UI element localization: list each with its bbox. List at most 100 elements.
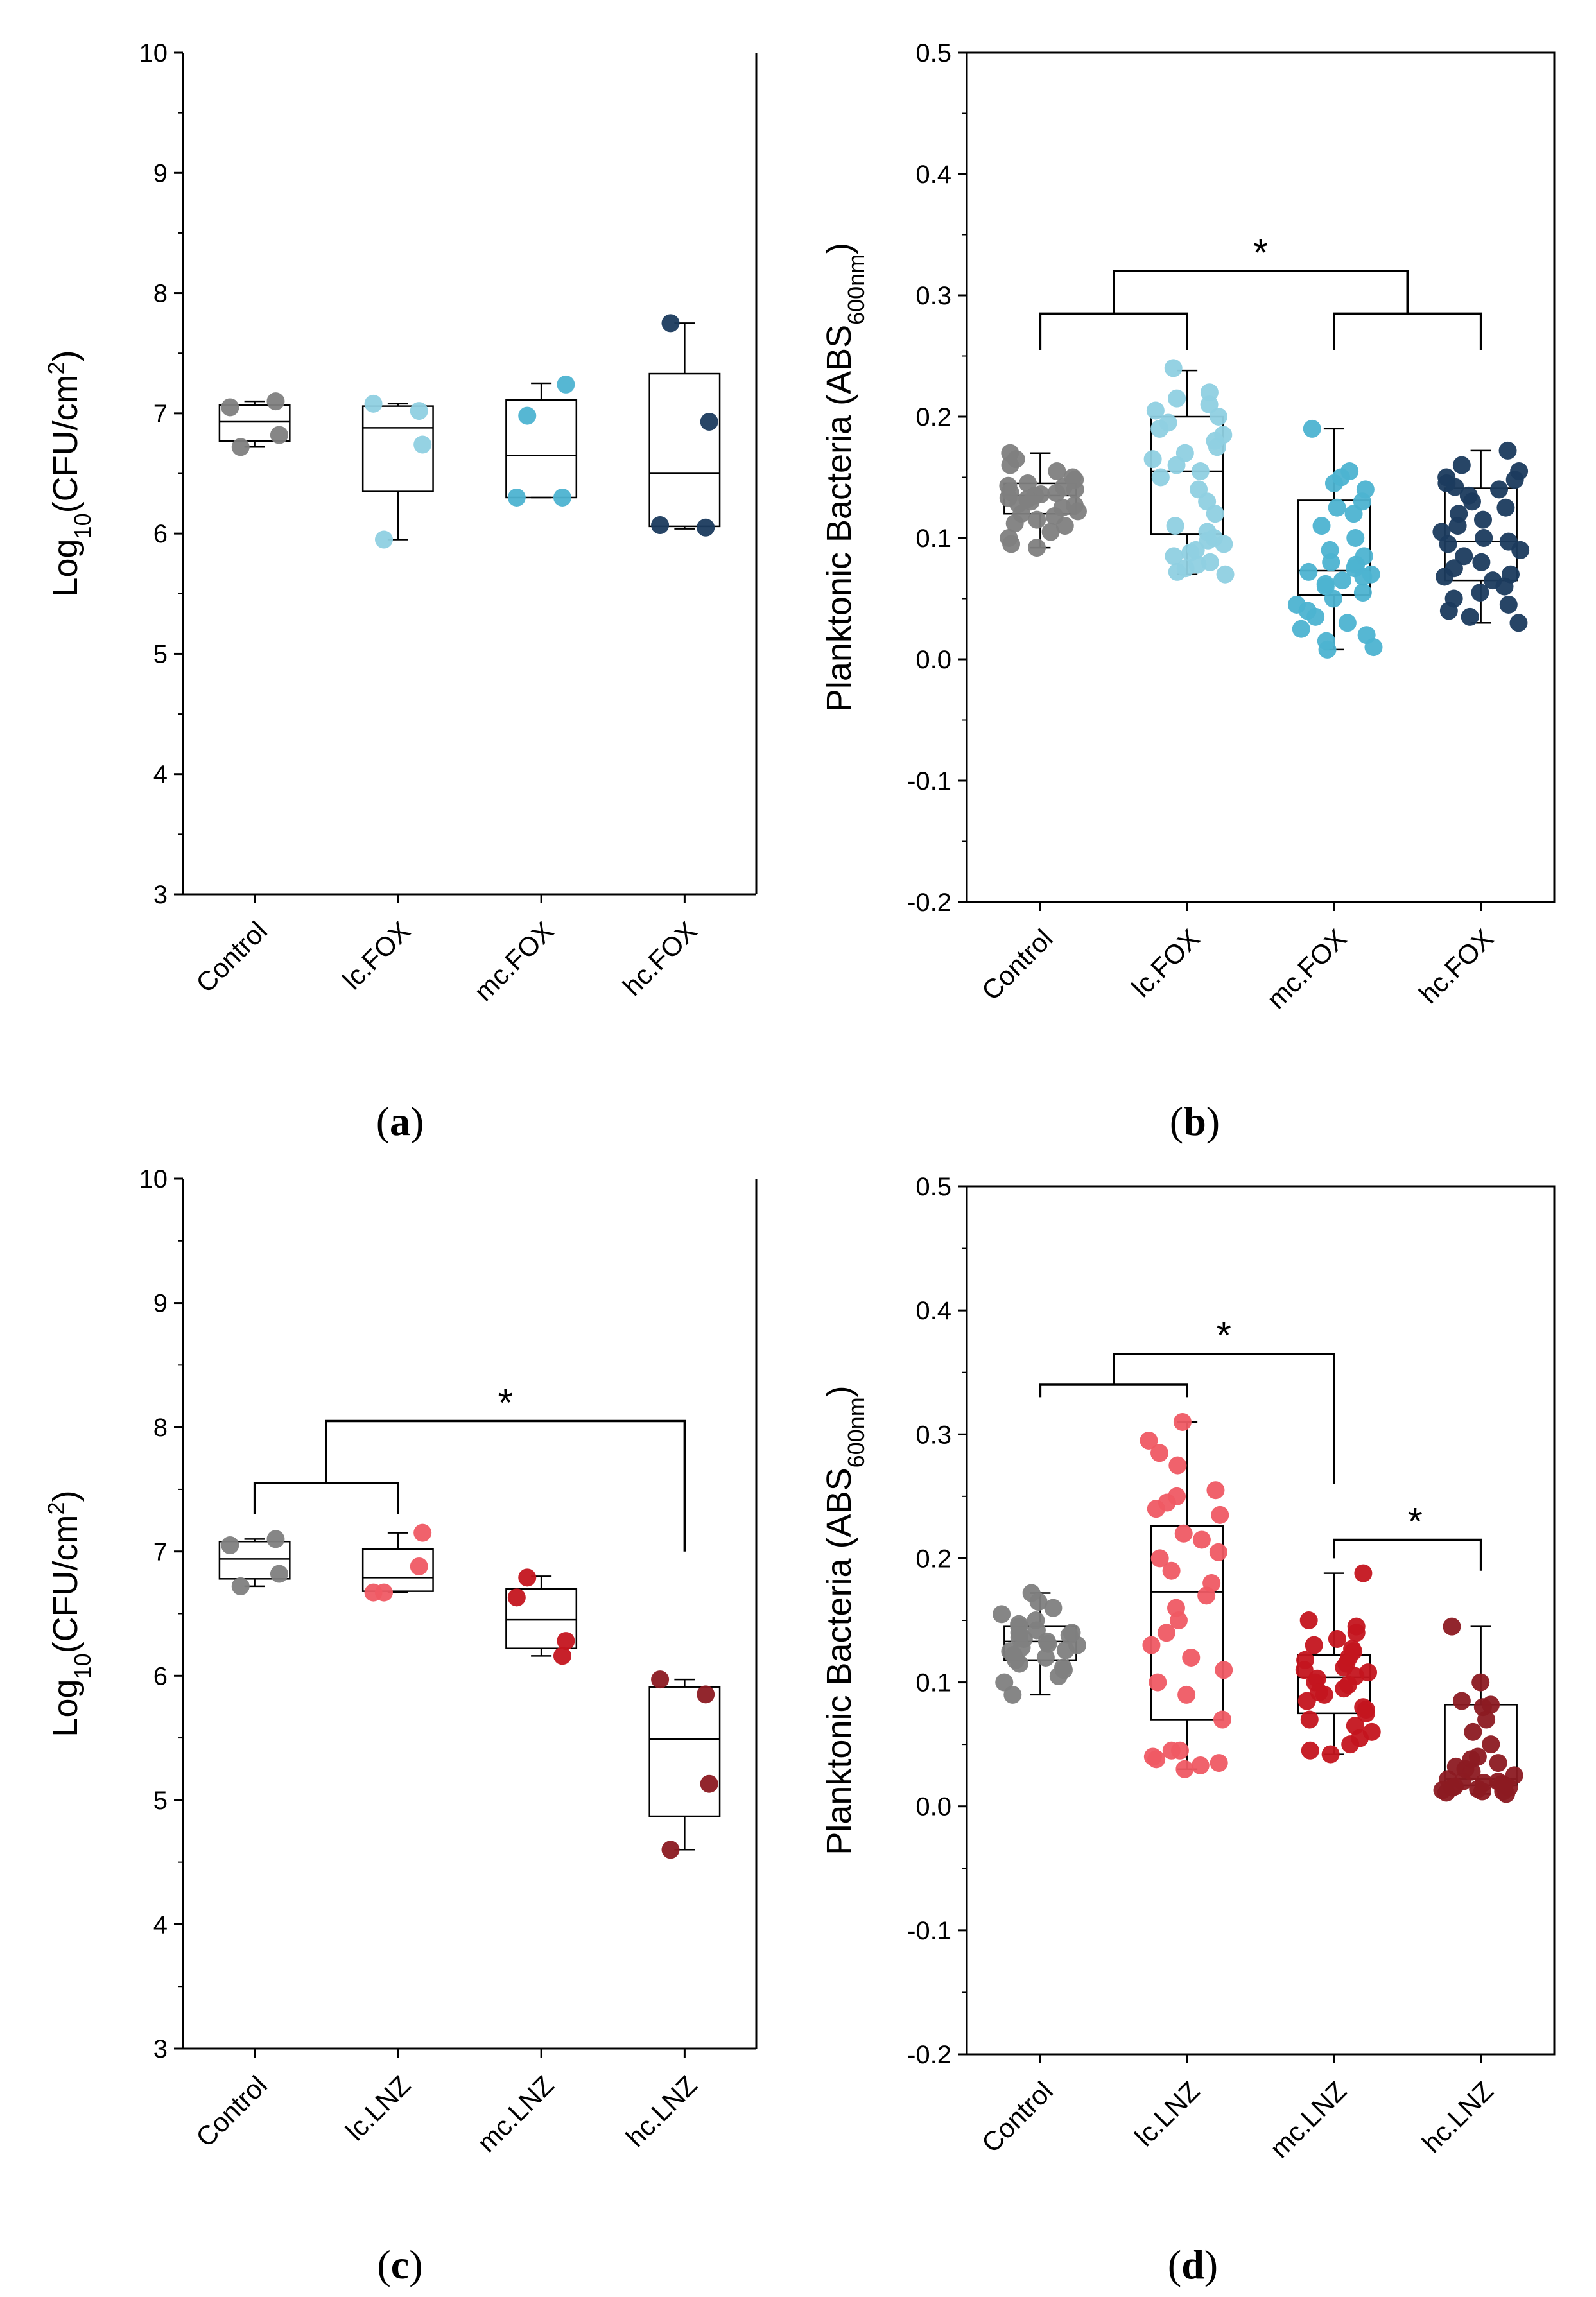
data-point	[1167, 456, 1186, 474]
y-tick-label: 0.4	[915, 160, 951, 189]
data-point	[413, 435, 432, 454]
data-point	[1215, 1661, 1233, 1679]
data-point	[1068, 502, 1087, 521]
data-point	[1168, 562, 1186, 581]
y-tick-label: 0.5	[915, 39, 951, 67]
data-point	[1299, 1611, 1318, 1629]
y-tick-label: 7	[153, 1538, 168, 1566]
data-point	[1498, 441, 1517, 460]
data-point	[697, 518, 715, 537]
data-point	[1147, 1750, 1166, 1769]
data-point	[1297, 1692, 1316, 1710]
data-point	[1209, 1543, 1227, 1561]
data-point	[1173, 1412, 1192, 1431]
data-point	[1505, 471, 1524, 489]
x-tick-label: hc.LNZ	[620, 2070, 703, 2153]
data-point	[1489, 1754, 1507, 1773]
data-point	[1490, 480, 1509, 499]
data-point	[1210, 408, 1228, 426]
data-point	[1496, 498, 1515, 517]
data-point	[1001, 456, 1019, 474]
data-point	[1029, 1593, 1048, 1611]
data-point	[1168, 389, 1186, 408]
y-tick-label: 0.1	[915, 1669, 951, 1697]
data-point	[270, 426, 288, 444]
x-tick-label: hc.FOX	[1413, 923, 1499, 1009]
data-point	[553, 488, 571, 507]
data-point	[1210, 1754, 1228, 1773]
data-point	[1039, 1634, 1057, 1653]
data-point	[1315, 1685, 1333, 1704]
data-point	[1003, 1685, 1022, 1704]
data-point	[518, 1568, 537, 1587]
data-point	[1475, 529, 1493, 547]
data-point	[1168, 1456, 1187, 1475]
x-tick-label: mc.LNZ	[471, 2070, 559, 2158]
significance-star: *	[1253, 231, 1268, 274]
y-tick-label: 6	[153, 520, 168, 548]
data-point	[1166, 517, 1184, 535]
data-point	[1150, 419, 1169, 438]
data-point	[1300, 1710, 1319, 1729]
data-point	[1047, 484, 1066, 503]
data-point	[1354, 568, 1373, 586]
y-tick-label: 0.1	[915, 524, 951, 553]
data-point	[1162, 1561, 1181, 1580]
y-axis-label: Planktonic Bacteria (ABS600nm)	[820, 1385, 869, 1855]
box	[505, 399, 578, 499]
data-point	[1472, 553, 1491, 571]
data-point	[1464, 1722, 1482, 1741]
data-point	[1333, 571, 1351, 590]
data-point	[1036, 1648, 1055, 1667]
data-point	[1511, 541, 1530, 559]
y-tick-label: -0.1	[907, 767, 951, 795]
caption-a: (a)	[376, 1098, 424, 1144]
chart-c-svg: 3 4 5 6 7 8 9 10 Log10(CFU/cm2) Control lc.LNZ mc.L…	[43, 1165, 758, 2158]
box	[361, 405, 434, 492]
y-axis-label: Log10(CFU/cm2)	[43, 1490, 96, 1737]
data-point	[1143, 450, 1162, 469]
data-point	[410, 1557, 428, 1575]
y-tick-label: 9	[153, 159, 168, 187]
data-point	[1192, 1530, 1211, 1549]
box	[218, 1540, 291, 1580]
box	[361, 1548, 434, 1592]
data-point	[1495, 577, 1514, 596]
data-point	[1211, 1505, 1229, 1524]
x-tick-label: Control	[190, 2070, 273, 2153]
chart-d-svg: -0.2 -0.1 0.0 0.1 0.2 0.3 0.4 0.5 Planktonic Bac…	[820, 1173, 1556, 2163]
x-tick-label: lc.FOX	[336, 915, 416, 995]
y-tick-label: 0.5	[915, 1173, 951, 1201]
data-point	[1005, 514, 1024, 533]
x-tick-label: Control	[976, 2076, 1059, 2158]
data-point	[1299, 562, 1318, 581]
data-point	[1044, 1599, 1063, 1617]
x-tick-label: mc.FOX	[1261, 923, 1352, 1014]
data-point	[1328, 1629, 1346, 1648]
data-point	[1322, 553, 1340, 571]
data-point	[374, 530, 393, 549]
x-tick-label: lc.LNZ	[1129, 2076, 1205, 2152]
data-point	[1437, 1783, 1455, 1802]
data-point	[1177, 1685, 1196, 1704]
data-point	[1324, 589, 1342, 608]
y-tick-label: -0.2	[907, 888, 951, 917]
y-axis-label: Log10(CFU/cm2)	[43, 350, 96, 596]
data-point	[557, 1632, 575, 1651]
significance-bracket	[1039, 1352, 1335, 1484]
data-point	[651, 1670, 670, 1689]
significance-bracket	[1039, 270, 1482, 351]
data-point	[1150, 1444, 1168, 1462]
data-point	[1174, 1524, 1193, 1543]
data-point	[1055, 517, 1074, 535]
data-point	[507, 1588, 526, 1607]
data-point	[1142, 1636, 1161, 1654]
data-point	[1346, 529, 1365, 547]
data-point	[1056, 1641, 1075, 1660]
data-point	[1455, 547, 1473, 566]
data-point	[1448, 517, 1467, 535]
y-tick-label: 0.4	[915, 1297, 951, 1325]
data-point	[231, 438, 250, 456]
data-point	[1140, 1431, 1158, 1450]
data-point	[1208, 438, 1226, 456]
